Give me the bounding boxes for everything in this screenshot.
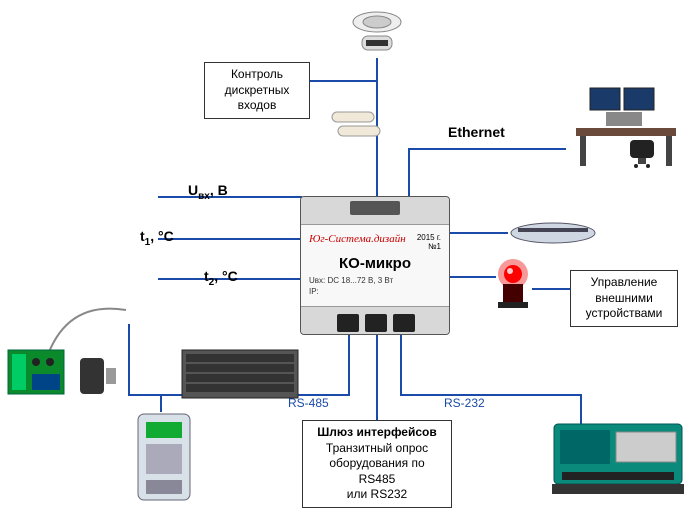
rack-switch-icon (180, 346, 300, 407)
gateway-title: Шлюз интерфейсов (317, 425, 437, 439)
device-port-right (393, 314, 415, 332)
device-top-connector (350, 201, 400, 215)
device-port-mid (365, 314, 387, 332)
device-top-connector-bar (301, 197, 449, 225)
discrete-inputs-label: Контроль дискретных входов (225, 67, 290, 112)
t2-label: t2, °C (204, 268, 238, 288)
workstation-icon (566, 78, 686, 173)
t1-label: t1, °C (140, 228, 174, 248)
central-device: Юг-Система.дизайн 2015 г. №1 КО-микро Uв… (300, 196, 450, 335)
device-title: КО-микро (309, 255, 441, 272)
discrete-inputs-box: Контроль дискретных входов (204, 62, 310, 119)
card-reader-icon (508, 218, 598, 253)
door-sensor-icon (328, 108, 384, 147)
device-bottom-bar (301, 306, 449, 334)
external-control-box: Управление внешними устройствами (570, 270, 678, 327)
device-spec: Uвх: DC 18...72 В, 3 Вт (309, 276, 441, 285)
device-serial: №1 (428, 242, 441, 251)
generator-icon (548, 414, 688, 505)
gateway-text: Транзитный опрос оборудования по RS485 и… (326, 441, 428, 502)
uvx-label: Uвх, В (188, 182, 228, 202)
external-control-label: Управление внешними устройствами (586, 275, 663, 320)
red-beacon-icon (490, 256, 536, 317)
smoke-detector-icon (350, 8, 404, 63)
ethernet-label: Ethernet (448, 124, 505, 140)
device-port-left (337, 314, 359, 332)
gateway-box: Шлюз интерфейсов Транзитный опрос оборуд… (302, 420, 452, 508)
energy-meter-icon (132, 410, 196, 511)
pcb-board-icon (6, 300, 146, 405)
device-ip: IP: (309, 287, 441, 296)
device-logo: Юг-Система.дизайн (309, 233, 406, 245)
device-year: 2015 г. (417, 233, 441, 242)
rs232-label: RS-232 (444, 396, 485, 410)
